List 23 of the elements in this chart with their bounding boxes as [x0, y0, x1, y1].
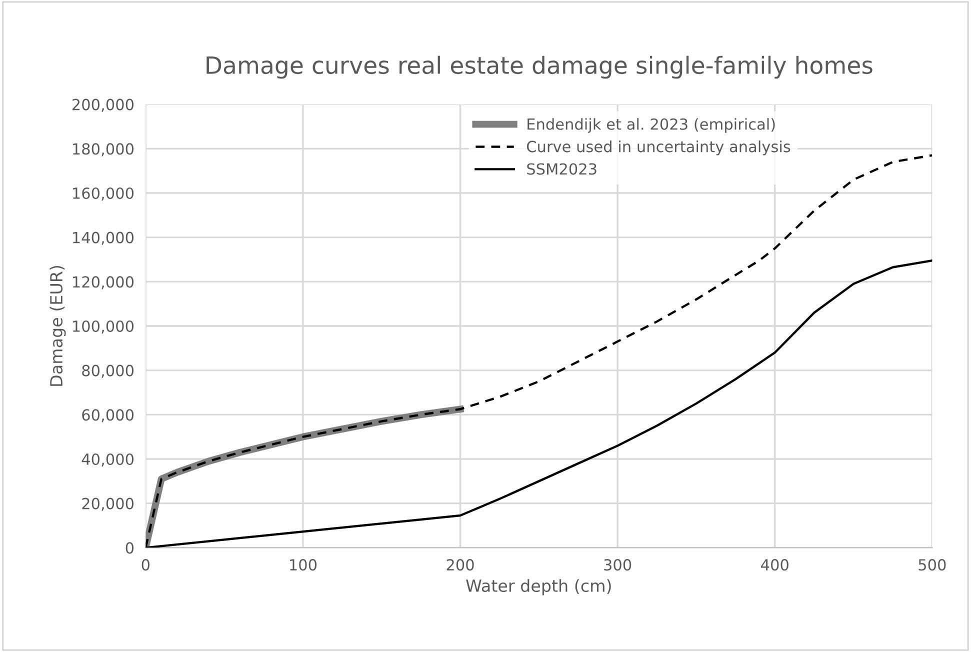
- x-tick-label: 200: [446, 559, 474, 571]
- x-tick-label: 100: [290, 559, 317, 571]
- y-tick-label: 80,000: [82, 364, 134, 378]
- x-tick-label: 0: [142, 559, 150, 571]
- y-tick-label: 20,000: [82, 498, 134, 511]
- y-tick-label: 180,000: [73, 143, 134, 156]
- legend-label: SSM2023: [527, 163, 596, 175]
- y-tick-label: 60,000: [82, 409, 134, 422]
- x-tick-label: 400: [761, 559, 788, 571]
- y-tick-label: 0: [126, 542, 134, 554]
- y-tick-label: 120,000: [73, 276, 134, 290]
- x-tick-label: 300: [604, 559, 632, 571]
- y-tick-label: 200,000: [72, 98, 134, 112]
- x-axis-title: Water depth (cm): [466, 579, 611, 596]
- y-axis-title: Damage (EUR): [50, 266, 66, 386]
- x-tick-label: 500: [918, 559, 946, 571]
- legend-label: Curve used in uncertainty analysis: [526, 140, 790, 156]
- y-tick-label: 140,000: [73, 232, 134, 245]
- chart-title: Damage curves real estate damage single-family homes: [206, 56, 872, 79]
- legend-label: Endendijk et al. 2023 (empirical): [528, 118, 775, 133]
- y-tick-label: 160,000: [73, 187, 134, 201]
- y-tick-label: 40,000: [82, 453, 134, 467]
- y-tick-label: 100,000: [73, 320, 134, 334]
